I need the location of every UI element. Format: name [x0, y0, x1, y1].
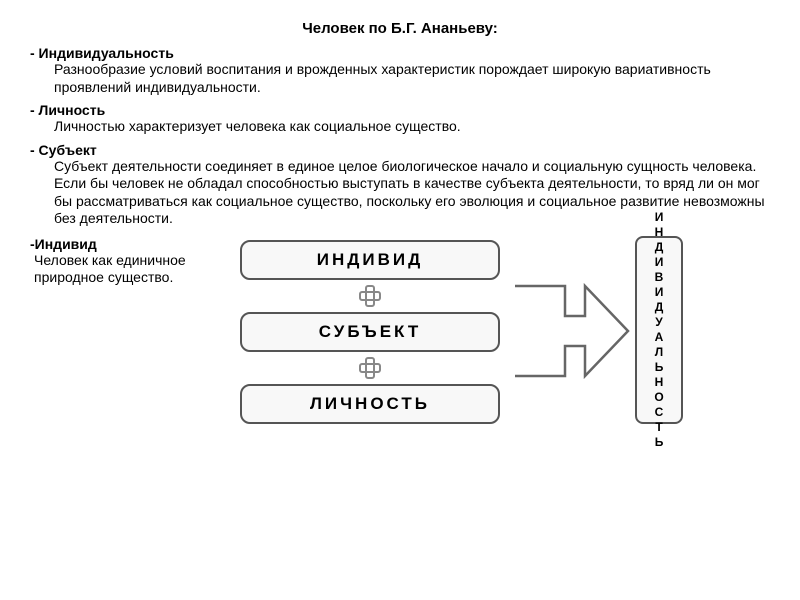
diagram-result-label: ИНДИВИДУАЛЬНОСТЬ: [652, 210, 666, 450]
section-body: Человек как единичное природное существо…: [34, 252, 222, 287]
arrow-icon: [510, 281, 630, 381]
section-heading: - Личность: [30, 102, 770, 118]
section-personality: - Личность Личностью характеризует челов…: [30, 102, 770, 136]
diagram-result: ИНДИВИДУАЛЬНОСТЬ: [635, 236, 683, 424]
plus-icon: [358, 356, 382, 380]
diagram-node-subject: СУБЪЕКТ: [240, 312, 500, 352]
diagram-node-individ: ИНДИВИД: [240, 240, 500, 280]
section-individuality: - Индивидуальность Разнообразие условий …: [30, 45, 770, 96]
page-title: Человек по Б.Г. Ананьеву:: [30, 20, 770, 37]
diagram-node-personality: ЛИЧНОСТЬ: [240, 384, 500, 424]
section-heading: - Субъект: [30, 142, 770, 158]
section-body: Личностью характеризует человека как соц…: [54, 118, 770, 136]
diagram: ИНДИВИД СУБЪЕКТ ЛИЧНОСТЬ ИНДИВИДУАЛЬНОСТ…: [230, 236, 770, 426]
lower-row: -Индивид Человек как единичное природное…: [30, 236, 770, 426]
section-heading: - Индивидуальность: [30, 45, 770, 61]
section-heading: -Индивид: [30, 236, 222, 252]
section-individ: -Индивид Человек как единичное природное…: [30, 236, 230, 426]
section-body: Разнообразие условий воспитания и врожде…: [54, 61, 770, 96]
plus-icon: [358, 284, 382, 308]
